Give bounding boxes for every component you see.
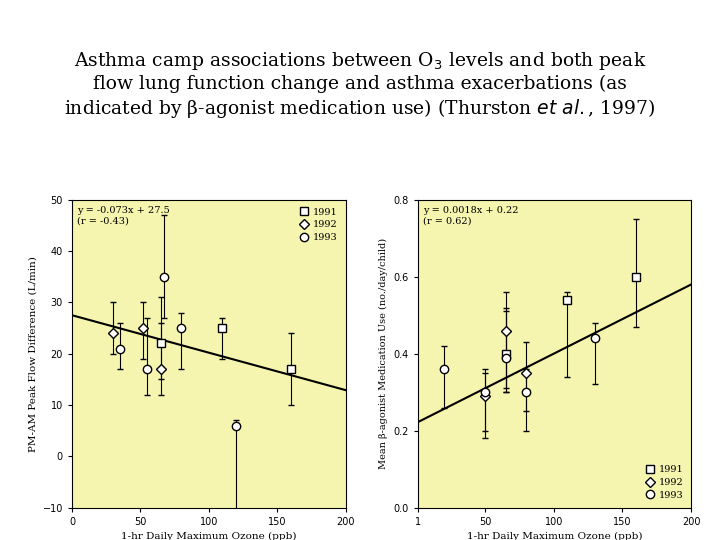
Text: y = 0.0018x + 0.22
(r = 0.62): y = 0.0018x + 0.22 (r = 0.62) <box>423 206 518 225</box>
X-axis label: 1-hr Daily Maximum Ozone (ppb): 1-hr Daily Maximum Ozone (ppb) <box>121 532 297 540</box>
Legend: 1991, 1992, 1993: 1991, 1992, 1993 <box>643 462 686 503</box>
X-axis label: 1-hr Daily Maximum Ozone (ppb): 1-hr Daily Maximum Ozone (ppb) <box>467 532 642 540</box>
Y-axis label: Mean β-agonist Medication Use (no./day/child): Mean β-agonist Medication Use (no./day/c… <box>379 238 387 469</box>
Text: Asthma camp associations between O$_3$ levels and both peak
flow lung function c: Asthma camp associations between O$_3$ l… <box>64 50 656 120</box>
Y-axis label: PM-AM Peak Flow Difference (L/min): PM-AM Peak Flow Difference (L/min) <box>28 256 37 451</box>
Text: y = -0.073x + 27.5
(r = -0.43): y = -0.073x + 27.5 (r = -0.43) <box>78 206 170 225</box>
Legend: 1991, 1992, 1993: 1991, 1992, 1993 <box>297 205 341 245</box>
